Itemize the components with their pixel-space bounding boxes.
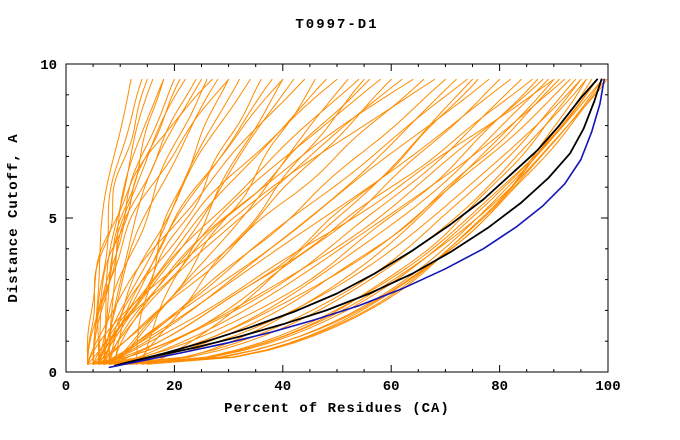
black-curve-2	[119, 78, 599, 366]
model-curve-orange	[108, 78, 576, 365]
model-curve-orange	[125, 78, 608, 365]
model-curve-orange	[141, 78, 284, 365]
model-curve-orange	[92, 78, 538, 365]
model-curve-orange	[146, 78, 473, 365]
model-curve-orange	[108, 78, 381, 365]
model-curve-orange	[87, 78, 305, 365]
model-curve-orange	[130, 78, 598, 365]
model-curve-orange	[108, 78, 468, 365]
model-curve-orange	[87, 78, 148, 365]
model-curve-orange	[103, 78, 219, 365]
model-curve-orange	[103, 78, 154, 365]
model-curve-orange	[108, 78, 202, 365]
y-axis-label: Distance Cutoff, A	[6, 133, 22, 302]
model-curve-orange	[108, 78, 165, 365]
model-curve-orange	[87, 78, 436, 365]
x-tick-label: 100	[595, 379, 620, 395]
x-tick-label: 20	[166, 379, 183, 395]
model-curve-orange	[141, 78, 555, 365]
model-curve-orange	[92, 78, 230, 365]
y-tick-label: 5	[49, 212, 57, 228]
model-curve-orange	[92, 78, 165, 365]
model-curve-orange	[103, 78, 560, 365]
model-curve-orange	[108, 78, 549, 365]
x-tick-label: 60	[383, 379, 400, 395]
y-tick-label: 0	[49, 366, 57, 382]
model-curve-orange	[146, 78, 604, 365]
model-curve-orange	[98, 78, 208, 365]
model-curve-orange	[114, 78, 349, 365]
blue-curve	[108, 78, 606, 369]
x-tick-label: 40	[274, 379, 291, 395]
x-tick-label: 80	[491, 379, 508, 395]
model-curve-orange	[108, 78, 316, 365]
y-tick-label: 10	[40, 58, 57, 74]
model-curve-orange	[87, 78, 522, 365]
chart-title: T0997-D1	[295, 17, 378, 33]
model-curve-orange	[103, 78, 555, 365]
model-curve-orange	[114, 78, 587, 365]
model-curve-orange	[98, 78, 360, 365]
model-curve-orange	[114, 78, 606, 365]
model-curve-orange	[108, 78, 533, 365]
model-curve-orange	[98, 78, 457, 365]
model-curve-orange	[119, 78, 587, 365]
model-curve-orange	[136, 78, 365, 365]
model-curve-orange	[114, 78, 414, 365]
model-curve-orange	[119, 78, 598, 365]
model-curve-orange	[130, 78, 604, 365]
model-curve-orange	[92, 78, 197, 365]
model-curve-orange	[98, 78, 425, 365]
x-axis-label: Percent of Residues (CA)	[224, 401, 450, 417]
model-curve-orange	[98, 78, 571, 365]
model-curve-orange	[114, 78, 284, 365]
model-curve-orange	[103, 78, 186, 365]
model-curve-orange	[92, 78, 392, 365]
model-curve-orange	[92, 78, 262, 365]
black-curve-1	[113, 78, 603, 367]
model-curve-orange	[86, 78, 213, 365]
x-tick-label: 0	[62, 379, 70, 395]
model-curve-orange	[92, 78, 544, 365]
model-curve-orange	[98, 78, 240, 365]
model-curve-orange	[136, 78, 230, 365]
model-curve-orange	[98, 78, 511, 365]
model-curve-orange	[103, 78, 490, 365]
model-curve-orange	[114, 78, 566, 365]
model-curves	[86, 78, 608, 369]
axis-ticks: 0 20 40 60 80 100 0 5 10	[40, 58, 620, 395]
model-curve-orange	[87, 78, 370, 365]
